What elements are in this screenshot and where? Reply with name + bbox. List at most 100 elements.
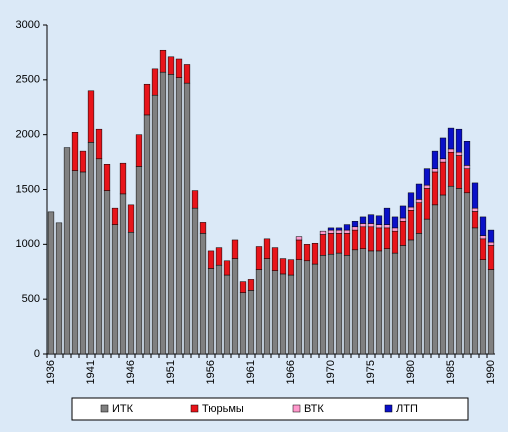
bar-segment <box>71 132 79 171</box>
bar-segment <box>423 184 431 189</box>
bar-segment <box>223 274 231 355</box>
bar-segment <box>351 249 359 355</box>
bar-segment <box>343 255 351 355</box>
bar-segment <box>375 224 383 229</box>
bar-segment <box>407 206 415 211</box>
x-tick-label: 1956 <box>205 360 217 384</box>
bar-segment <box>279 258 287 275</box>
x-tick-label: 1980 <box>405 360 417 384</box>
bar-segment <box>415 199 423 203</box>
bar-segment <box>383 224 391 229</box>
bar-segment <box>343 233 351 256</box>
bar-segment <box>87 90 95 143</box>
bar-segment <box>471 207 479 212</box>
bar-segment <box>439 161 447 196</box>
bar-segment <box>479 216 487 236</box>
legend-label: ЛТП <box>396 403 418 415</box>
bar-segment <box>271 270 279 355</box>
bar-segment <box>295 239 303 260</box>
legend-swatch <box>100 404 109 413</box>
bar-segment <box>199 222 207 234</box>
bar-segment <box>327 253 335 355</box>
bar-segment <box>471 211 479 229</box>
legend-label: ВТК <box>304 403 324 415</box>
bar-segment <box>103 190 111 355</box>
bar-segment <box>487 245 495 270</box>
bar-segment <box>479 238 487 260</box>
bar-segment <box>239 281 247 293</box>
bar-segment <box>311 263 319 355</box>
bar-segment <box>71 170 79 355</box>
bar-segment <box>471 182 479 209</box>
bar-segment <box>399 205 407 219</box>
bar-segment <box>423 218 431 355</box>
bar-segment <box>471 227 479 355</box>
bar-segment <box>399 245 407 355</box>
bar-segment <box>463 192 471 355</box>
bar-segment <box>151 68 159 96</box>
y-tick-label: 1500 <box>16 183 40 195</box>
bar-segment <box>487 269 495 355</box>
bar-segment <box>263 258 271 355</box>
bar-segment <box>335 233 343 254</box>
bar-segment <box>63 147 71 355</box>
bar-segment <box>279 273 287 355</box>
x-tick-label: 1946 <box>125 360 137 384</box>
bar-segment <box>367 250 375 355</box>
x-tick-label: 1990 <box>485 360 497 384</box>
bar-segment <box>463 168 471 194</box>
bar-segment <box>439 194 447 355</box>
bar-segment <box>135 134 143 167</box>
bar-segment <box>247 290 255 355</box>
bar-segment <box>191 190 199 209</box>
bar-segment <box>319 230 327 235</box>
bar-segment <box>391 227 399 232</box>
bar-segment <box>487 241 495 246</box>
bar-segment <box>119 193 127 355</box>
bar-segment <box>255 246 263 270</box>
bar-segment <box>231 239 239 259</box>
bar-segment <box>463 140 471 166</box>
bar-segment <box>431 150 439 169</box>
bar-segment <box>295 236 303 241</box>
bar-segment <box>447 148 455 153</box>
bar-segment <box>407 192 415 208</box>
bar-segment <box>351 229 359 251</box>
bar-segment <box>367 223 375 228</box>
bar-segment <box>343 224 351 231</box>
bar-segment <box>447 151 455 187</box>
bar-segment <box>351 226 359 231</box>
bar-segment <box>359 216 367 224</box>
bar-segment <box>151 94 159 355</box>
bar-segment <box>479 235 487 240</box>
bar-segment <box>303 260 311 355</box>
x-tick-label: 1985 <box>445 360 457 384</box>
bar-segment <box>215 264 223 355</box>
y-tick-label: 1000 <box>16 238 40 250</box>
legend-label: ИТК <box>112 403 134 415</box>
bar-segment <box>343 229 351 234</box>
bar-segment <box>167 74 175 355</box>
bar-segment <box>439 158 447 163</box>
bar-segment <box>455 151 463 156</box>
bar-segment <box>487 229 495 243</box>
bar-segment <box>127 204 135 233</box>
bar-segment <box>423 168 431 186</box>
bar-segment <box>79 150 87 173</box>
bar-segment <box>359 248 367 355</box>
bar-segment <box>431 204 439 355</box>
bar-segment <box>247 279 255 291</box>
bar-segment <box>135 166 143 355</box>
bar-segment <box>287 274 295 355</box>
bar-segment <box>439 137 447 160</box>
bar-segment <box>375 227 383 252</box>
bar-segment <box>175 58 183 78</box>
x-tick-label: 1970 <box>325 360 337 384</box>
bar-segment <box>295 259 303 355</box>
bar-segment <box>447 185 455 355</box>
bar-segment <box>375 250 383 355</box>
bar-segment <box>463 165 471 169</box>
bar-segment <box>311 242 319 265</box>
bar-segment <box>231 258 239 355</box>
